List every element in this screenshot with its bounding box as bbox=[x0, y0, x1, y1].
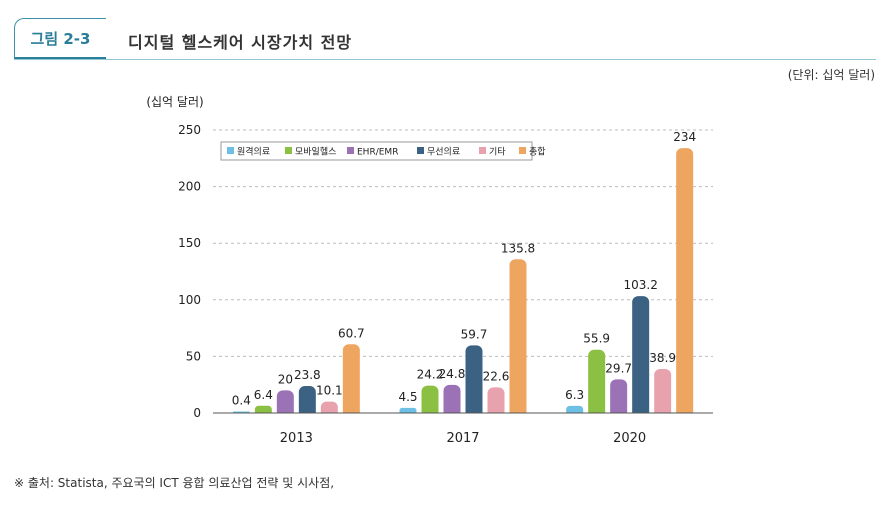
value-labels: 0.4 6.4 20 23.8 10.1 60.7 4.524.224.8 59.7 22.6 1… bbox=[232, 130, 696, 407]
bars bbox=[211, 148, 715, 423]
gridlines bbox=[213, 129, 713, 357]
bar bbox=[509, 259, 527, 419]
y-tick-label: 250 bbox=[178, 123, 201, 137]
value-label: 24.2 bbox=[417, 368, 444, 382]
figure-label: 그림 2-3 bbox=[14, 18, 106, 60]
bar bbox=[298, 386, 316, 419]
y-tick-label: 0 bbox=[193, 406, 201, 420]
bar bbox=[588, 349, 606, 419]
legend-label: 모바일헬스 bbox=[295, 147, 336, 158]
y-tick-label: 150 bbox=[178, 236, 201, 250]
baseline-mask bbox=[211, 413, 715, 423]
y-tick-label: 50 bbox=[186, 349, 201, 363]
bar bbox=[654, 368, 672, 419]
bar-chart: 0.4 6.4 20 23.8 10.1 60.7 4.524.224.8 59.7 22.6 1… bbox=[146, 95, 715, 446]
legend-label: 총합 bbox=[529, 147, 546, 158]
bar bbox=[342, 344, 360, 419]
legend-swatch bbox=[347, 147, 354, 154]
bar bbox=[421, 385, 439, 419]
legend-label: 기타 bbox=[489, 147, 506, 158]
axes: (십억 달러) 0 50 100 150 200 250 2013 2017 2020 bbox=[146, 95, 713, 446]
value-label: 135.8 bbox=[501, 241, 535, 255]
legend-swatch bbox=[227, 147, 234, 154]
bar bbox=[676, 148, 694, 419]
value-label: 103.2 bbox=[623, 278, 657, 292]
value-label: 0.4 bbox=[232, 394, 251, 408]
legend-label: 무선의료 bbox=[427, 147, 460, 158]
value-label: 6.4 bbox=[254, 388, 273, 402]
value-label: 59.7 bbox=[461, 327, 488, 341]
header-rule bbox=[14, 59, 876, 60]
unit-note: (단위: 십억 달러) bbox=[787, 68, 875, 82]
value-label: 20 bbox=[278, 372, 293, 386]
value-label: 38.9 bbox=[649, 351, 676, 365]
x-tick-label: 2017 bbox=[446, 431, 479, 446]
legend-label: 원격의료 bbox=[237, 146, 270, 158]
x-tick-label: 2013 bbox=[280, 431, 313, 446]
legend-swatch bbox=[285, 147, 292, 154]
legend: 원격의료 모바일헬스 EHR/EMR 무선의료 기타 총합 bbox=[220, 141, 546, 161]
bar bbox=[487, 387, 505, 419]
y-tick-label: 200 bbox=[178, 180, 201, 194]
source-note: ※ 출처: Statista, 주요국의 ICT 융합 의료산업 전략 및 시사… bbox=[14, 476, 335, 490]
value-label: 6.3 bbox=[565, 388, 584, 402]
value-label: 55.9 bbox=[583, 332, 610, 346]
value-label: 24.8 bbox=[439, 367, 466, 381]
figure-header: 그림 2-3 디지털 헬스케어 시장가치 전망 bbox=[14, 18, 876, 60]
value-label: 22.6 bbox=[483, 369, 510, 383]
figure-title: 디지털 헬스케어 시장가치 전망 bbox=[128, 33, 353, 52]
bar bbox=[632, 296, 650, 419]
value-label: 4.5 bbox=[398, 390, 417, 404]
value-label: 10.1 bbox=[316, 384, 343, 398]
legend-swatch bbox=[519, 147, 526, 154]
value-label: 29.7 bbox=[605, 361, 632, 375]
bar bbox=[465, 345, 483, 419]
legend-box bbox=[220, 141, 533, 161]
bar bbox=[443, 384, 461, 419]
legend-swatch bbox=[417, 147, 424, 154]
value-label: 23.8 bbox=[294, 368, 321, 382]
legend-swatch bbox=[479, 147, 486, 154]
legend-label: EHR/EMR bbox=[357, 148, 398, 158]
y-tick-label: 100 bbox=[178, 293, 201, 307]
bar bbox=[610, 379, 628, 419]
x-tick-label: 2020 bbox=[613, 431, 646, 446]
y-axis-label: (십억 달러) bbox=[146, 95, 203, 109]
bar bbox=[276, 390, 294, 419]
value-label: 234 bbox=[673, 130, 696, 144]
value-label: 60.7 bbox=[338, 326, 365, 340]
